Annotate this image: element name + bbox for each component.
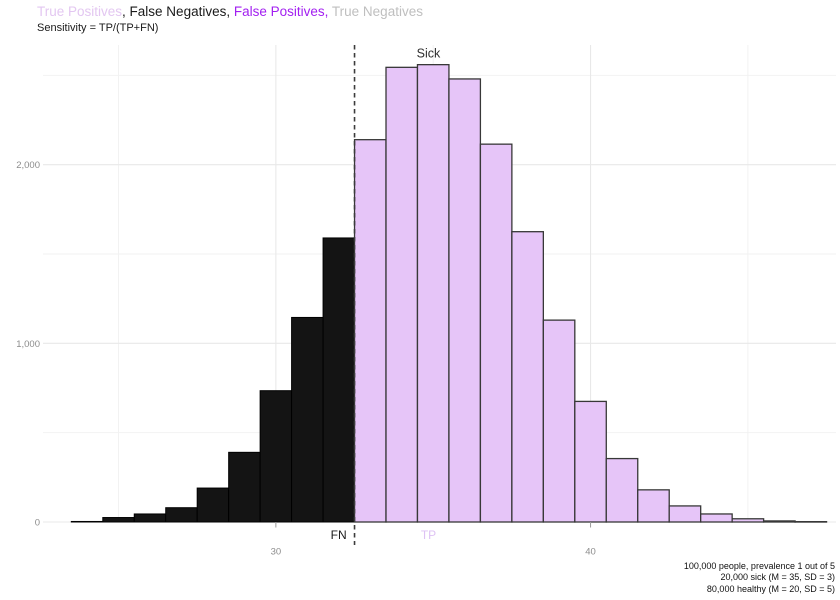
caption-line-healthy: 80,000 healthy (M = 20, SD = 5) bbox=[706, 583, 835, 594]
histogram-bar-tp bbox=[637, 489, 670, 523]
histogram-bar-tp bbox=[448, 78, 482, 523]
x-tick-label: 30 bbox=[271, 547, 282, 558]
histogram-bar-tp bbox=[385, 66, 419, 523]
y-tick-label: 1,000 bbox=[16, 339, 40, 350]
histogram-bar-fn bbox=[102, 517, 135, 523]
title-segment: False Positives bbox=[233, 4, 325, 19]
x-tick-label: 40 bbox=[585, 547, 596, 558]
histogram-bar-tp bbox=[731, 518, 765, 523]
title-segment: True Positives bbox=[37, 4, 123, 19]
y-tick-label: 2,000 bbox=[16, 160, 40, 171]
annotation-sick-label: Sick bbox=[417, 47, 441, 61]
histogram-bar-tp bbox=[605, 457, 639, 523]
histogram-bar-fn bbox=[228, 451, 261, 523]
histogram-bar-fn bbox=[165, 507, 198, 523]
histogram-bar-fn bbox=[322, 237, 356, 523]
y-tick-label: 0 bbox=[35, 518, 40, 529]
histogram-bar-fn bbox=[259, 390, 293, 523]
histogram-bar-fn bbox=[291, 316, 324, 523]
histogram-bar-tp bbox=[511, 231, 544, 523]
figure-subtitle: Sensitivity = TP/(TP+FN) bbox=[37, 22, 159, 34]
annotation-fn-label: FN bbox=[331, 528, 347, 542]
histogram-bar-tp bbox=[700, 513, 733, 523]
histogram-bar-tp bbox=[416, 64, 450, 523]
title-segment: , bbox=[324, 4, 332, 19]
histogram-bar-tp bbox=[353, 139, 387, 523]
histogram-bar-tp bbox=[574, 400, 607, 523]
histogram-bar-fn bbox=[196, 487, 230, 523]
annotation-tp-label: TP bbox=[421, 528, 436, 542]
title-segment: True Negatives bbox=[331, 4, 423, 19]
caption: 100,000 people, prevalence 1 out of 5 20… bbox=[684, 561, 835, 596]
histogram-bar-fn bbox=[133, 513, 167, 523]
caption-line-sick: 20,000 sick (M = 35, SD = 3) bbox=[720, 572, 835, 582]
histogram-bar-fn bbox=[70, 520, 104, 523]
histogram-bar-tp bbox=[668, 505, 702, 523]
title-segment: , bbox=[122, 4, 130, 19]
histogram-bar-tp bbox=[762, 520, 796, 523]
figure-header: True Positives, False Negatives, False P… bbox=[37, 3, 423, 36]
histogram-bar-tp bbox=[479, 143, 513, 523]
title-segment: , bbox=[226, 4, 234, 19]
title-segment: False Negatives bbox=[129, 4, 227, 19]
histogram-bar-tp bbox=[542, 319, 576, 523]
caption-line-population: 100,000 people, prevalence 1 out of 5 bbox=[683, 560, 835, 571]
figure-title: True Positives, False Negatives, False P… bbox=[37, 3, 423, 20]
